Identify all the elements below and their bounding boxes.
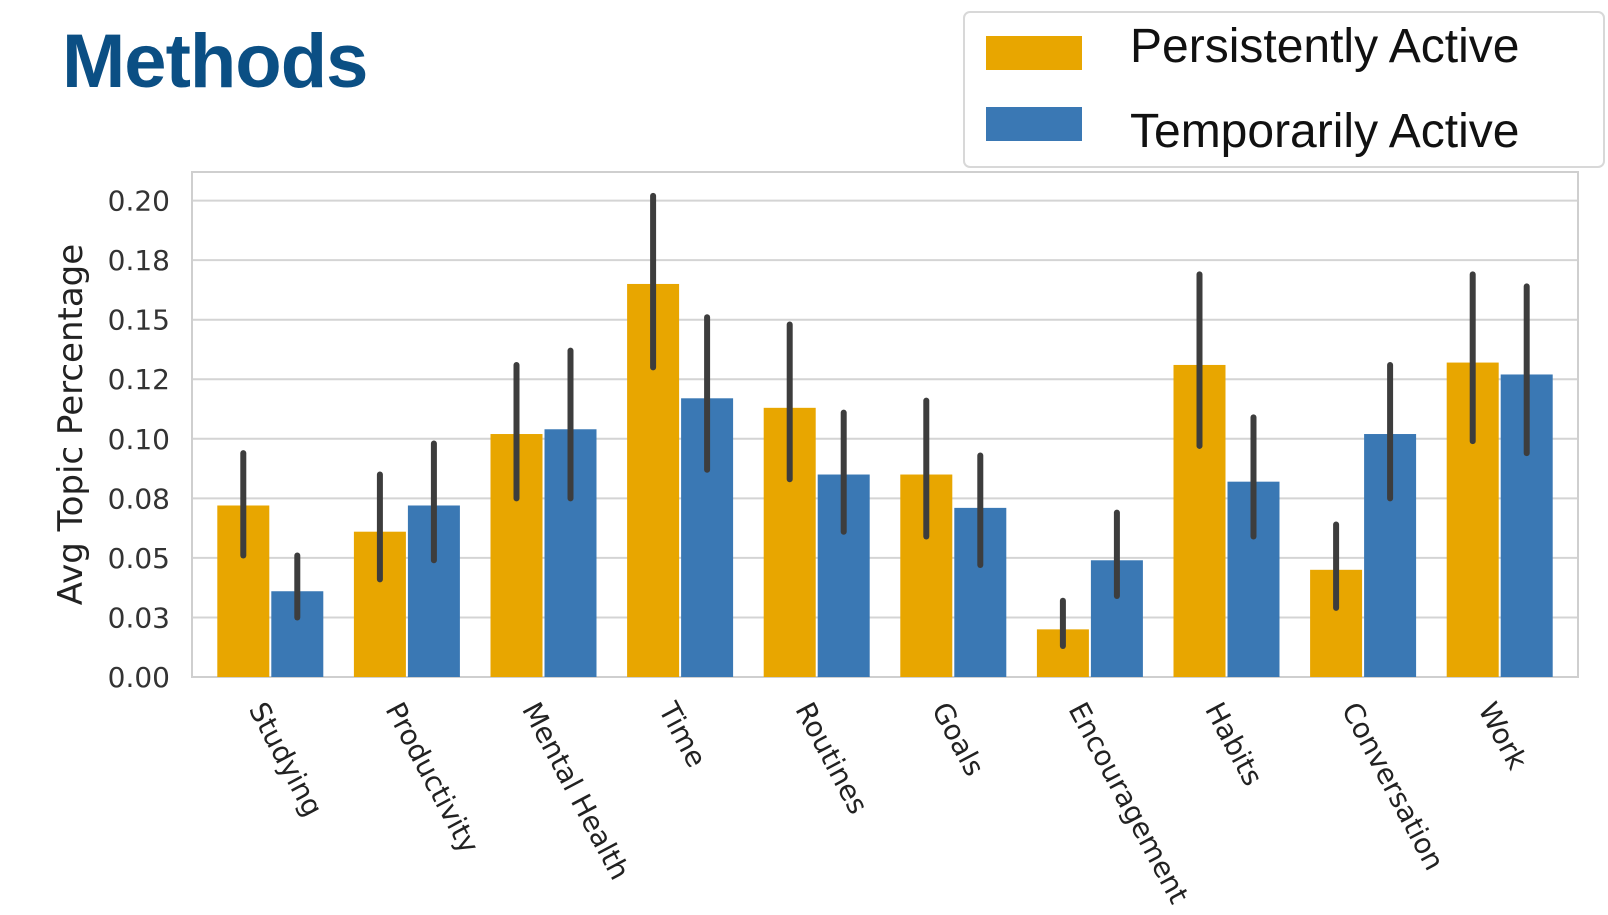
error-bars (240, 192, 1530, 650)
x-tick-label: Time (651, 696, 713, 773)
y-axis-label: Avg Topic Percentage (51, 244, 91, 605)
x-tick-label: Conversation (1335, 697, 1451, 876)
x-tick-label: Studying (242, 697, 329, 822)
plot-frame (191, 171, 1579, 678)
y-axis-ticks: 0.00 0.03 0.05 0.08 0.10 0.12 0.15 0.18 0.20 (108, 185, 170, 694)
y-tick-label: 0.05 (108, 542, 170, 575)
y-tick-label: 0.15 (108, 304, 170, 337)
x-tick-label: Encouragement (1062, 697, 1196, 909)
x-tick-label: Goals (925, 697, 991, 782)
y-tick-label: 0.10 (108, 423, 170, 456)
x-tick-label: Work (1472, 697, 1535, 776)
x-tick-label: Routines (789, 697, 875, 820)
slide-title: Methods (62, 19, 368, 104)
legend-label-persistently-active: Persistently Active (1130, 20, 1519, 73)
y-tick-label: 0.08 (108, 482, 170, 515)
x-tick-label: Habits (1198, 697, 1269, 791)
x-tick-label: Mental Health (515, 697, 636, 885)
legend-swatch-persistently-active (986, 36, 1082, 70)
legend-box (963, 11, 1605, 168)
legend-swatch-temporarily-active (986, 107, 1082, 141)
x-tick-label: Productivity (379, 697, 486, 859)
legend-label-temporarily-active: Temporarily Active (1130, 105, 1519, 158)
bars (217, 283, 1553, 677)
y-tick-label: 0.00 (108, 661, 170, 694)
legend: Persistently Active Temporarily Active (963, 11, 1605, 168)
y-tick-label: 0.12 (108, 363, 170, 396)
y-tick-label: 0.20 (108, 185, 170, 218)
y-tick-label: 0.03 (108, 601, 170, 634)
x-axis-categories: Studying Productivity Mental Health Time Rou… (242, 696, 1534, 909)
y-tick-label: 0.18 (108, 244, 170, 277)
